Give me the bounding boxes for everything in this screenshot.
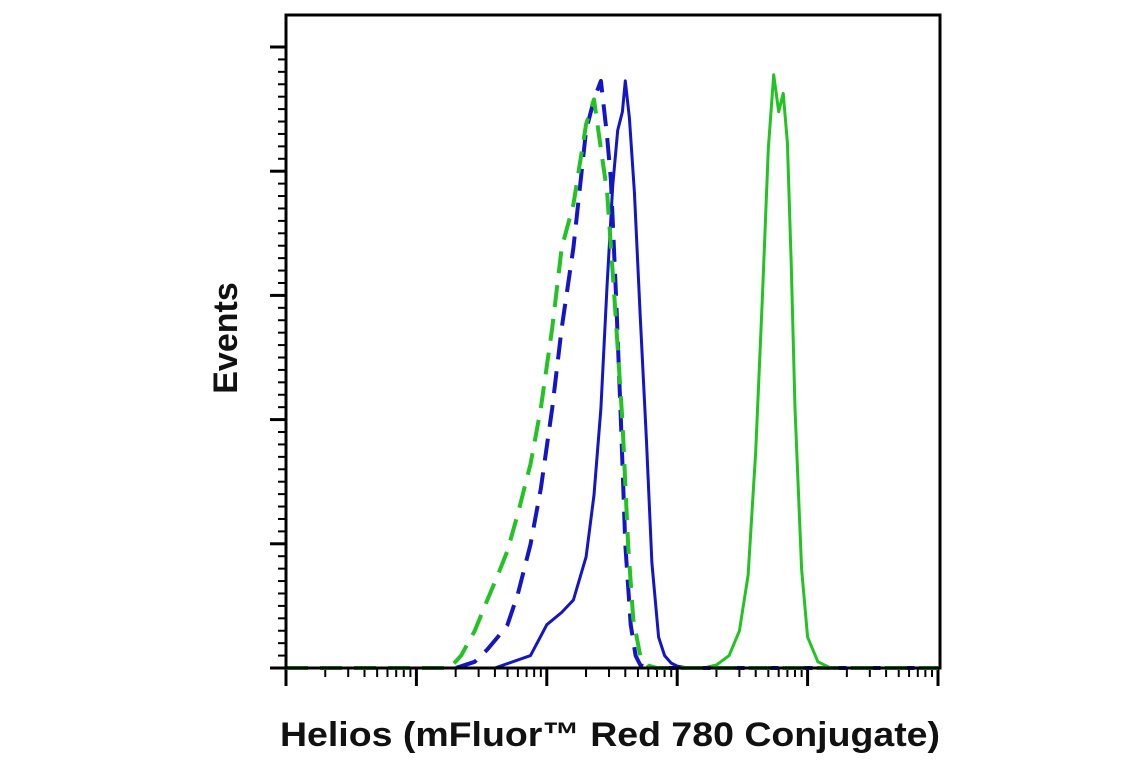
y-axis-title: Events [207, 282, 245, 394]
histogram-series-2 [286, 73, 938, 670]
plot-frame [284, 13, 942, 670]
y-axis-ticks [270, 45, 286, 670]
x-axis-title: Helios (mFluor™ Red 780 Conjugate) [280, 716, 940, 754]
histogram-curves [286, 73, 938, 670]
histogram-series-4 [286, 97, 938, 670]
histogram-series-1 [286, 79, 938, 670]
histogram-series-3 [286, 78, 938, 670]
x-axis-ticks [284, 668, 940, 686]
